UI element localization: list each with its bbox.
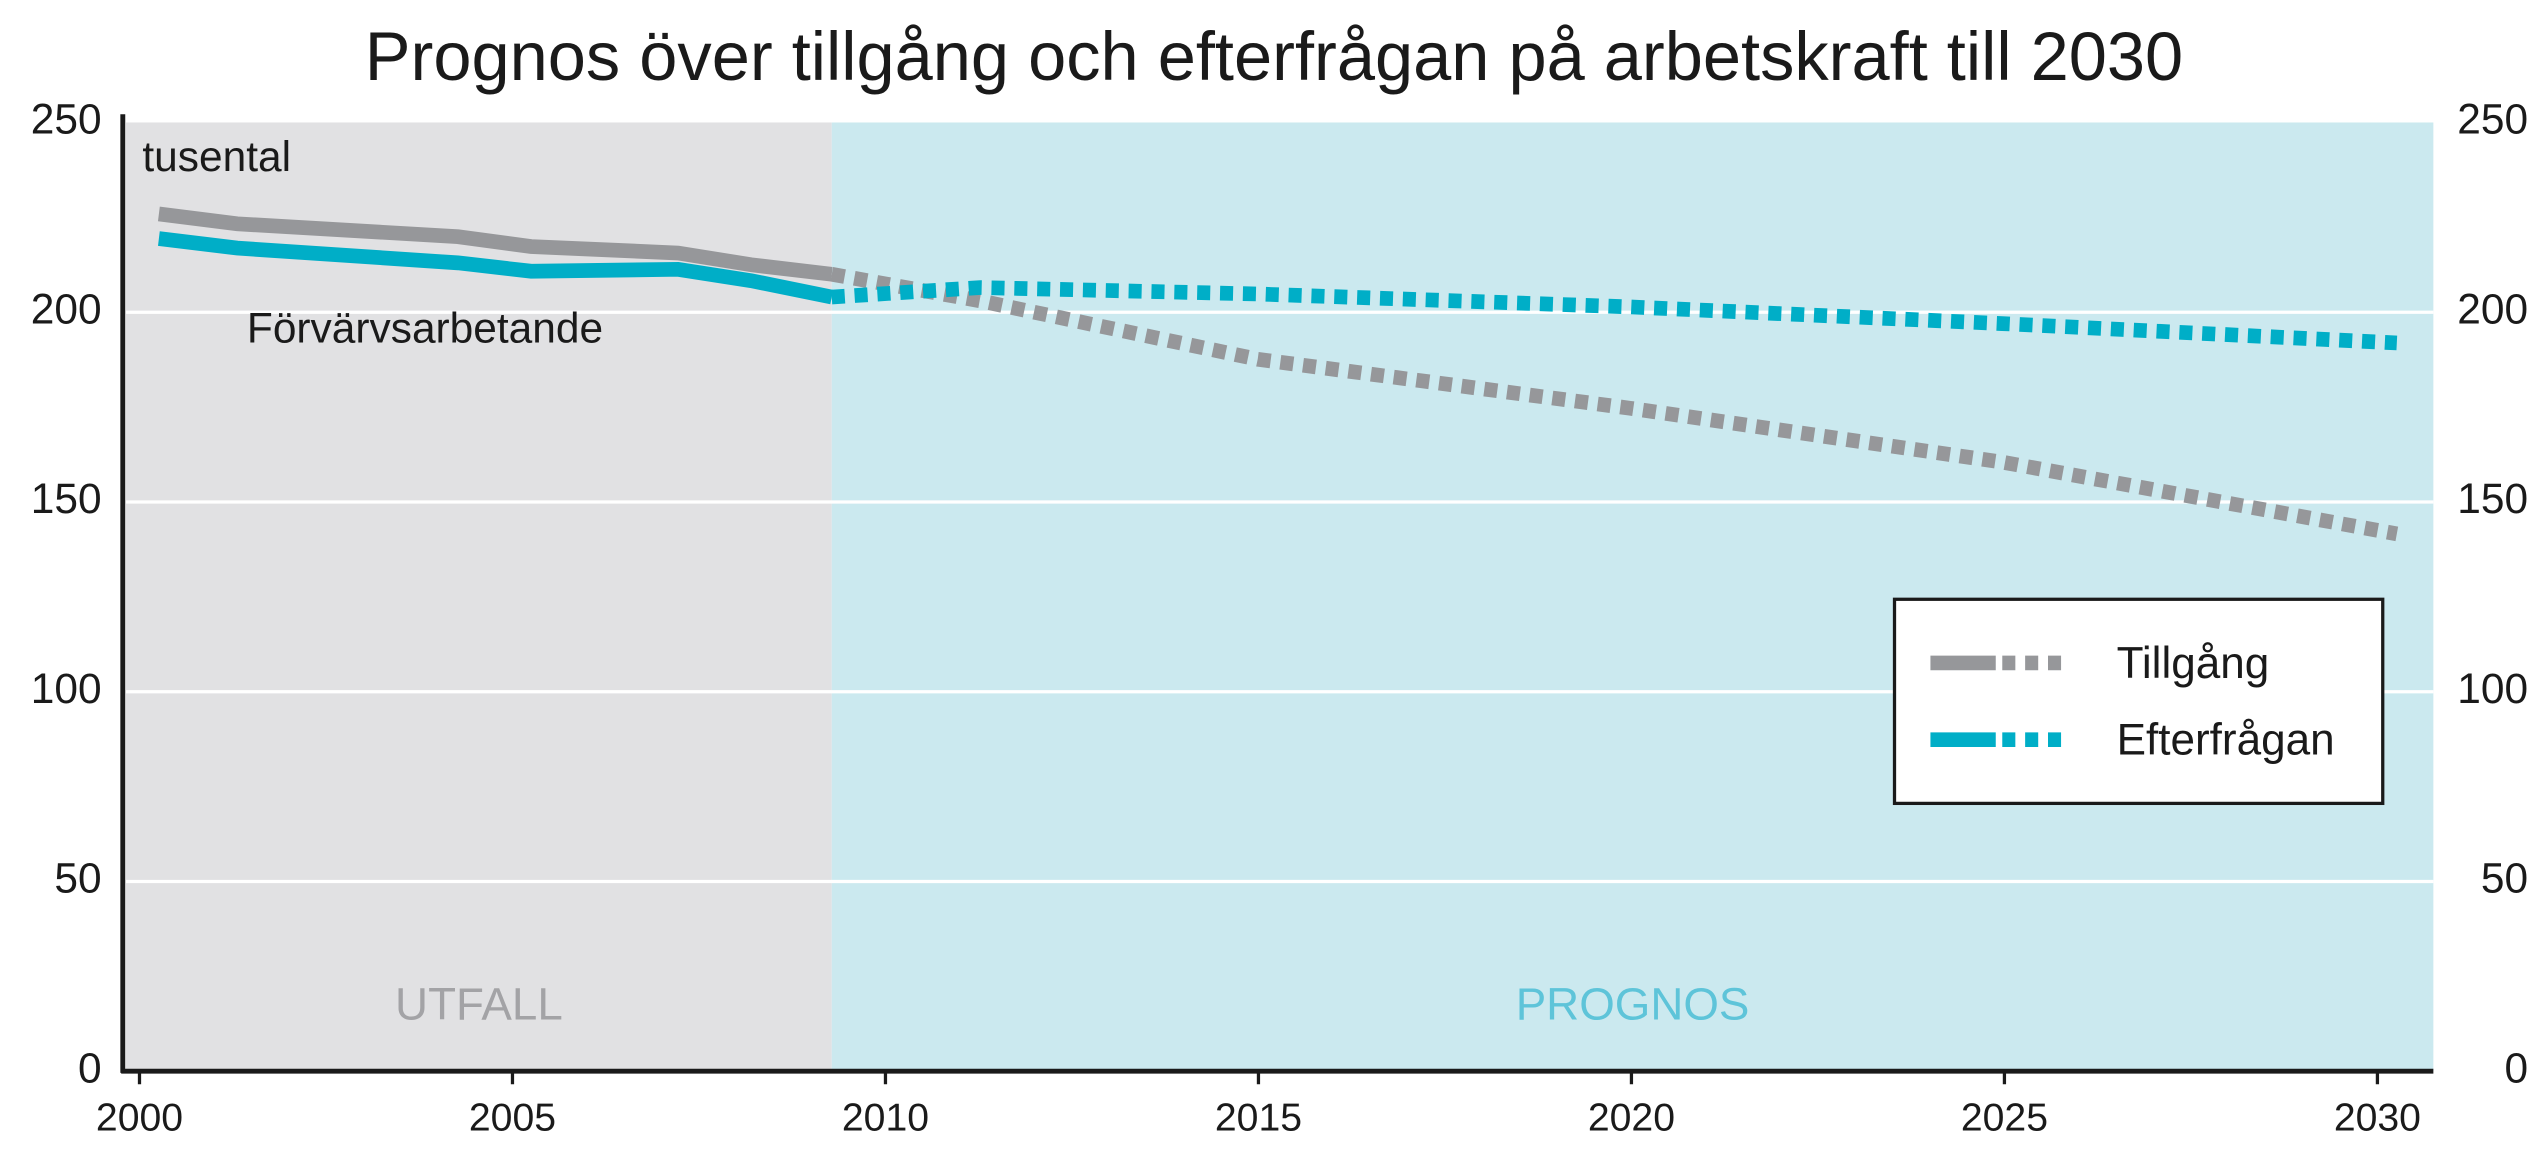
legend-box — [1892, 597, 2385, 806]
x-tick-label: 2030 — [2334, 1097, 2421, 1140]
y-tick-label: 100 — [31, 665, 102, 712]
x-tick-label: 2025 — [1961, 1097, 2048, 1140]
chart-title: Prognos över tillgång och efterfrågan på… — [365, 18, 2183, 95]
annotation: Förvärvsarbetande — [247, 305, 603, 352]
series-line — [831, 280, 2398, 351]
annotation: tusental — [142, 133, 291, 180]
x-tick-label: 2020 — [1588, 1097, 1675, 1140]
y2-tick-label: 250 — [2457, 96, 2528, 143]
x-tick-label: 2010 — [842, 1097, 929, 1140]
region-label: PROGNOS — [1516, 979, 1750, 1030]
x-tick-label: 2000 — [96, 1097, 183, 1140]
y-tick-label: 250 — [31, 96, 102, 143]
x-tick-label: 2005 — [469, 1097, 556, 1140]
y2-tick-label: 200 — [2457, 285, 2528, 332]
region — [831, 122, 2434, 1072]
y2-tick-label: 100 — [2457, 665, 2528, 712]
y-tick-label: 200 — [31, 285, 102, 332]
region-label: UTFALL — [395, 979, 563, 1030]
y-tick-label: 0 — [78, 1044, 102, 1091]
y2-tick-label: 50 — [2481, 855, 2528, 902]
x-tick-label: 2015 — [1215, 1097, 1302, 1140]
y-tick-label: 150 — [31, 475, 102, 522]
legend-label: Tillgång — [2117, 639, 2270, 688]
legend-label: Efterfrågan — [2117, 716, 2335, 765]
series-line — [158, 231, 834, 305]
series-line — [157, 206, 833, 282]
y2-tick-label: 150 — [2457, 475, 2528, 522]
y2-tick-label: 0 — [2504, 1044, 2528, 1091]
y-tick-label: 50 — [54, 855, 101, 902]
